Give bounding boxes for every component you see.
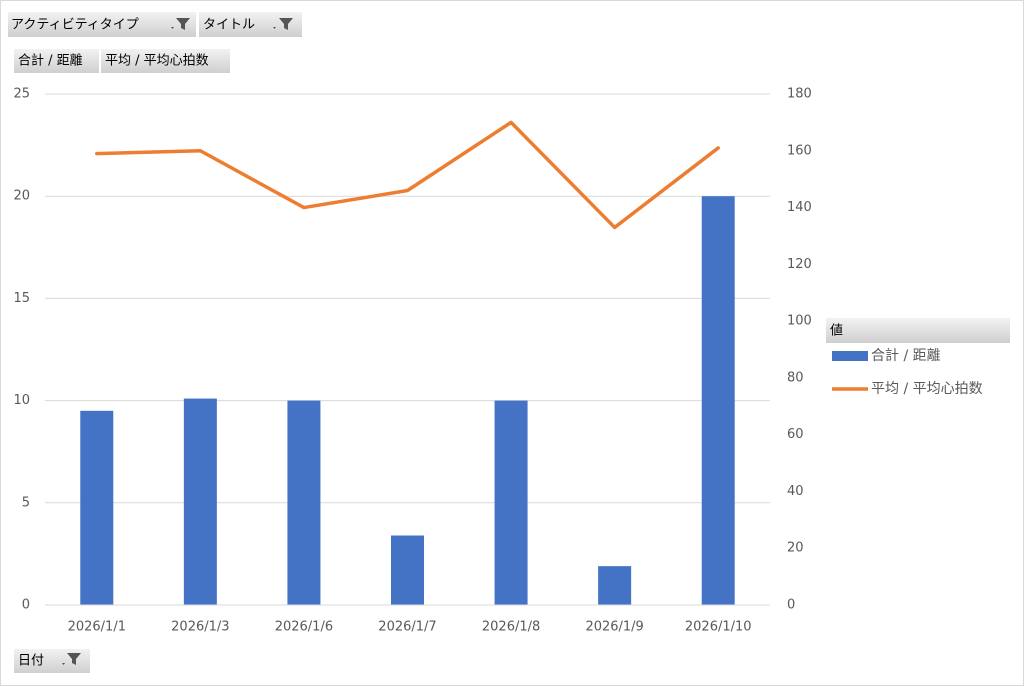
x-tick-label: 2026/1/6 xyxy=(275,620,333,635)
filter-icon xyxy=(62,653,81,665)
bar xyxy=(391,535,424,605)
x-tick-label: 2026/1/7 xyxy=(378,620,436,635)
y2-tick-label: 160 xyxy=(787,143,812,158)
legend-label: 平均 / 平均心拍数 xyxy=(871,381,983,397)
x-tick-label: 2026/1/1 xyxy=(68,620,126,635)
y-tick-label: 10 xyxy=(13,393,30,408)
y-tick-label: 20 xyxy=(13,189,30,204)
bar xyxy=(80,410,114,605)
filter-icon xyxy=(171,18,190,30)
legend-title: 値 xyxy=(830,323,843,339)
button-label: 合計 / 距離 xyxy=(18,53,83,69)
axis-button[interactable]: 日付 xyxy=(14,649,90,673)
y2-tick-label: 80 xyxy=(787,370,804,385)
legend-title-box xyxy=(826,318,1010,343)
y-tick-label: 0 xyxy=(22,598,30,613)
y2-tick-label: 100 xyxy=(787,314,812,329)
filter-button[interactable]: アクティビティタイプ xyxy=(8,12,196,37)
bar xyxy=(598,566,632,605)
button-label: タイトル xyxy=(203,18,255,33)
bar xyxy=(701,196,735,605)
x-tick-label: 2026/1/3 xyxy=(171,620,229,635)
button-label: 平均 / 平均心拍数 xyxy=(105,54,209,69)
button-label: アクティビティタイプ xyxy=(11,18,139,33)
button-label: 日付 xyxy=(18,654,44,669)
x-tick-label: 2026/1/9 xyxy=(585,620,643,635)
x-tick-label: 2026/1/10 xyxy=(685,620,752,635)
x-tick-label: 2026/1/8 xyxy=(482,620,540,635)
y-tick-label: 15 xyxy=(13,291,30,306)
line xyxy=(95,120,720,230)
bar xyxy=(494,400,528,605)
y2-tick-label: 140 xyxy=(787,200,812,215)
legend-swatch xyxy=(832,351,868,361)
y2-tick-label: 20 xyxy=(787,541,804,556)
y2-tick-label: 40 xyxy=(787,484,804,499)
value-button[interactable]: 合計 / 距離 xyxy=(14,49,99,73)
filter-button[interactable]: タイトル xyxy=(199,12,302,37)
bar xyxy=(183,398,217,605)
y2-tick-label: 180 xyxy=(787,87,812,102)
y2-tick-label: 60 xyxy=(787,427,804,442)
y-tick-label: 5 xyxy=(22,495,30,510)
legend-label: 合計 / 距離 xyxy=(871,347,941,364)
value-button[interactable]: 平均 / 平均心拍数 xyxy=(101,49,230,73)
y2-tick-label: 120 xyxy=(787,257,812,272)
bar xyxy=(287,400,321,605)
y2-tick-label: 0 xyxy=(787,598,795,613)
filter-icon xyxy=(273,18,293,30)
y-tick-label: 25 xyxy=(13,87,30,102)
